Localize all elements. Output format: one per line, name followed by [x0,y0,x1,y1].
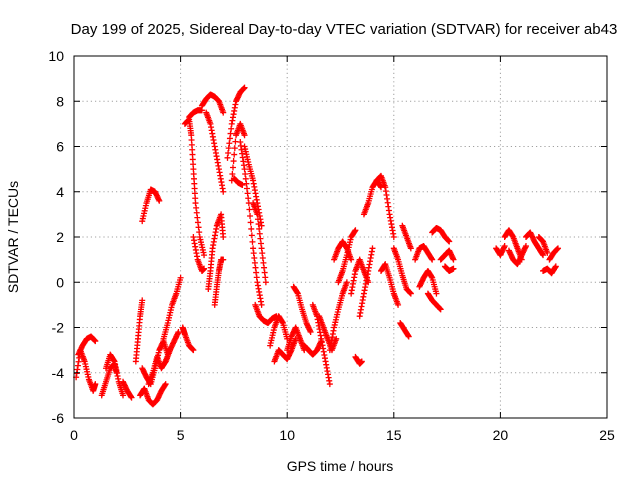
data-point [120,392,127,399]
x-tick-label: 25 [599,427,615,443]
chart-title: Day 199 of 2025, Sidereal Day-to-day VTE… [71,21,618,38]
y-tick-label: 2 [56,229,64,245]
data-point [201,252,208,259]
data-point [540,252,547,259]
data-point [343,279,350,286]
data-point [231,151,238,158]
data-point [162,381,169,388]
data-point [249,238,256,245]
data-point [307,329,314,336]
data-point [407,245,414,252]
data-point [369,245,376,252]
data-point [229,164,236,171]
data-point [433,290,440,297]
x-axis-label: GPS time / hours [287,458,394,474]
y-axis-label: SDTVAR / TECUs [5,181,21,293]
data-point [333,335,340,342]
data-point [220,234,227,240]
data-point [247,219,254,226]
data-point [501,243,508,250]
x-tick-label: 0 [70,427,78,443]
data-point [175,329,182,336]
data-point [177,274,184,281]
data-point [220,256,227,263]
data-point [407,290,414,297]
data-point [241,132,248,139]
data-point [522,243,529,250]
data-point [229,170,236,177]
data-point [220,109,227,116]
y-tick-label: 10 [48,48,64,64]
y-tick-label: -4 [52,365,65,381]
axis-ticks: 0 5 10 15 20 25 -6 -4 -2 0 2 4 6 8 10 [48,48,615,443]
x-tick-label: 5 [177,427,185,443]
data-point [352,227,359,234]
data-points [73,84,561,408]
data-point [554,245,561,252]
y-tick-label: -2 [52,320,65,336]
x-tick-label: 15 [386,427,402,443]
data-point [390,234,397,240]
data-point [262,279,269,286]
data-point [429,256,436,263]
data-point [348,256,355,263]
data-point [231,145,238,152]
data-point [258,222,265,229]
data-point [450,256,457,263]
data-point [128,394,135,401]
y-tick-label: -6 [52,410,65,426]
y-tick-label: 0 [56,274,64,290]
data-point [258,301,265,308]
data-point [437,306,444,313]
data-point [248,225,255,232]
x-tick-label: 10 [279,427,295,443]
data-point [552,263,559,270]
data-point [544,249,551,256]
data-point [220,188,227,195]
data-point [446,238,453,245]
y-tick-label: 6 [56,139,64,155]
data-point [247,212,254,219]
data-point [230,158,237,165]
data-point [190,347,197,354]
x-tick-label: 20 [493,427,509,443]
y-tick-label: 4 [56,184,64,200]
data-point [248,232,255,239]
data-point [246,206,253,213]
data-point [241,84,248,91]
data-point [358,358,365,365]
data-point [139,297,146,304]
data-point [92,381,99,388]
data-point [450,265,457,272]
data-point [326,381,333,388]
data-point [405,333,412,340]
y-tick-label: 8 [56,93,64,109]
data-point [395,301,402,308]
data-point [156,197,163,204]
data-point [92,338,99,345]
data-point [239,181,246,188]
data-point [201,265,208,272]
